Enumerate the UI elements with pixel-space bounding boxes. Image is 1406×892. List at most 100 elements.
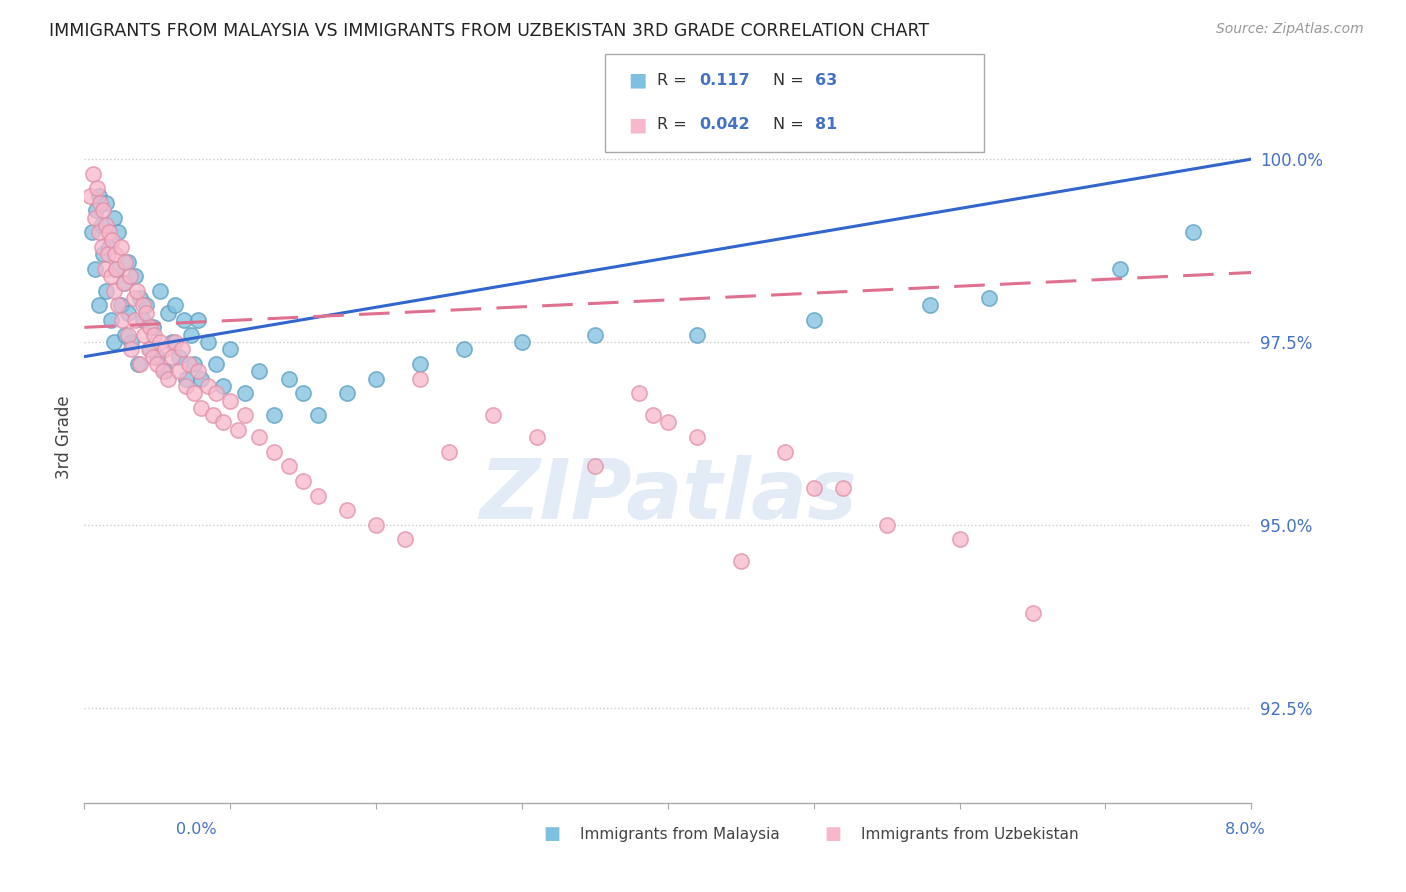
Point bbox=[114, 254, 136, 268]
Point bbox=[187, 364, 209, 378]
Point bbox=[292, 386, 315, 401]
Point bbox=[142, 320, 165, 334]
Point bbox=[117, 327, 139, 342]
Point bbox=[127, 357, 149, 371]
Point bbox=[233, 408, 256, 422]
Point bbox=[138, 343, 160, 357]
Point bbox=[146, 357, 169, 371]
Point bbox=[233, 386, 256, 401]
Point bbox=[135, 298, 157, 312]
Point bbox=[176, 371, 198, 385]
Text: Source: ZipAtlas.com: Source: ZipAtlas.com bbox=[1216, 22, 1364, 37]
Point bbox=[90, 240, 112, 254]
Point bbox=[803, 481, 825, 495]
Point bbox=[143, 327, 166, 342]
Point bbox=[79, 188, 101, 202]
Point bbox=[160, 350, 183, 364]
Text: IMMIGRANTS FROM MALAYSIA VS IMMIGRANTS FROM UZBEKISTAN 3RD GRADE CORRELATION CHA: IMMIGRANTS FROM MALAYSIA VS IMMIGRANTS F… bbox=[49, 22, 929, 40]
Point bbox=[773, 444, 796, 458]
Text: 0.042: 0.042 bbox=[699, 118, 749, 132]
Point bbox=[139, 320, 162, 334]
Text: 8.0%: 8.0% bbox=[1225, 822, 1265, 837]
Point bbox=[100, 269, 122, 284]
Point bbox=[212, 379, 235, 393]
Point bbox=[263, 444, 285, 458]
Point bbox=[277, 459, 299, 474]
Y-axis label: 3rd Grade: 3rd Grade bbox=[55, 395, 73, 479]
Point bbox=[107, 225, 129, 239]
Point bbox=[103, 211, 125, 225]
Point bbox=[91, 203, 114, 218]
Text: Immigrants from Uzbekistan: Immigrants from Uzbekistan bbox=[860, 827, 1078, 841]
Point bbox=[124, 313, 146, 327]
Point bbox=[125, 284, 148, 298]
Point bbox=[124, 269, 146, 284]
Point bbox=[103, 334, 125, 349]
Point bbox=[120, 334, 142, 349]
Point bbox=[336, 503, 359, 517]
Point bbox=[83, 211, 105, 225]
Point bbox=[135, 306, 157, 320]
Text: 81: 81 bbox=[815, 118, 838, 132]
Point bbox=[149, 334, 172, 349]
Point bbox=[107, 298, 129, 312]
Point bbox=[409, 371, 432, 385]
Point bbox=[204, 357, 226, 371]
Point bbox=[84, 203, 107, 218]
Point bbox=[122, 291, 145, 305]
Point bbox=[263, 408, 285, 422]
Point bbox=[112, 277, 135, 291]
Text: Immigrants from Malaysia: Immigrants from Malaysia bbox=[581, 827, 780, 841]
Point bbox=[132, 313, 155, 327]
Point bbox=[117, 306, 139, 320]
Point bbox=[100, 313, 122, 327]
Point bbox=[167, 364, 190, 378]
Point bbox=[183, 386, 205, 401]
Point bbox=[510, 334, 533, 349]
Point bbox=[336, 386, 359, 401]
Point bbox=[307, 489, 329, 503]
Point bbox=[94, 261, 117, 276]
Point bbox=[526, 430, 548, 444]
Point bbox=[627, 386, 650, 401]
Text: ZIPatlas: ZIPatlas bbox=[479, 455, 856, 536]
Point bbox=[160, 334, 183, 349]
Point bbox=[180, 327, 202, 342]
Point bbox=[101, 233, 124, 247]
Point bbox=[149, 284, 172, 298]
Point bbox=[104, 247, 127, 261]
Point bbox=[128, 291, 150, 305]
Point bbox=[307, 408, 329, 422]
Point bbox=[91, 247, 114, 261]
Point bbox=[292, 474, 315, 488]
Point bbox=[87, 225, 110, 239]
Point bbox=[249, 430, 271, 444]
Text: 0.117: 0.117 bbox=[699, 73, 749, 87]
Point bbox=[142, 350, 165, 364]
Point bbox=[110, 298, 132, 312]
Point bbox=[1021, 606, 1043, 620]
Point bbox=[173, 313, 195, 327]
Point bbox=[96, 284, 118, 298]
Text: N =: N = bbox=[773, 118, 810, 132]
Point bbox=[453, 343, 475, 357]
Point bbox=[98, 225, 121, 239]
Point bbox=[83, 261, 105, 276]
Point bbox=[190, 371, 212, 385]
Point bbox=[977, 291, 1000, 305]
Point bbox=[179, 357, 201, 371]
Point bbox=[112, 277, 135, 291]
Point bbox=[583, 327, 606, 342]
Point bbox=[156, 371, 179, 385]
Point bbox=[163, 334, 186, 349]
Point bbox=[876, 517, 898, 532]
Point bbox=[134, 327, 156, 342]
Point bbox=[176, 379, 198, 393]
Point bbox=[167, 350, 190, 364]
Point bbox=[219, 393, 242, 408]
Point bbox=[832, 481, 855, 495]
Point bbox=[219, 343, 242, 357]
Point bbox=[686, 327, 709, 342]
Point bbox=[803, 313, 825, 327]
Point bbox=[152, 364, 174, 378]
